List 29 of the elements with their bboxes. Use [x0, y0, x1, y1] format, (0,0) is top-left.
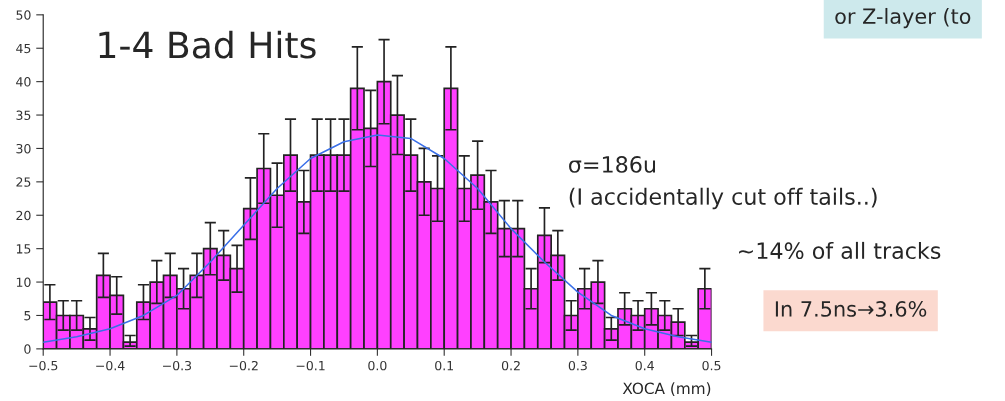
y-tick-label: 50: [16, 10, 31, 20]
annotation: (I accidentally cut off tails..): [569, 187, 877, 210]
x-tick-label: 0.1: [435, 360, 453, 371]
y-tick-label: 25: [16, 177, 31, 187]
x-tick-label: 0.2: [501, 360, 520, 371]
annotation: σ=186u: [569, 156, 656, 173]
x-tick-label: 0.4: [635, 360, 654, 371]
text: ~14% of all tracks: [739, 241, 941, 260]
y-tick-label: 0: [24, 344, 31, 354]
x-tick-label: −0.1: [296, 360, 325, 371]
x-tick-label: −0.4: [96, 360, 125, 371]
x-tick-label: −0.2: [229, 360, 258, 371]
x-tick-label: −0.5: [29, 360, 58, 371]
y-tick-label: 10: [16, 277, 31, 287]
text: or Z-layer (to: [835, 7, 971, 29]
x-axis-title: XOCA (mm): [622, 382, 711, 396]
x-tick-label: 0.0: [368, 360, 387, 371]
y-tick-label: 15: [16, 244, 31, 254]
x-tick-label: 0.5: [702, 360, 721, 371]
y-tick-label: 20: [16, 210, 31, 221]
x-tick-label: −0.3: [163, 360, 192, 371]
text: In 7.5ns→3.6%: [775, 301, 927, 317]
y-tick-label: 45: [16, 43, 31, 54]
x-tick-label: 0.3: [568, 360, 587, 371]
y-tick-label: 40: [16, 77, 31, 87]
y-tick-label: 35: [16, 110, 31, 120]
y-tick-label: 30: [16, 143, 31, 154]
y-tick-label: 5: [24, 311, 31, 321]
annotation: 1-4 Bad Hits: [99, 30, 316, 59]
